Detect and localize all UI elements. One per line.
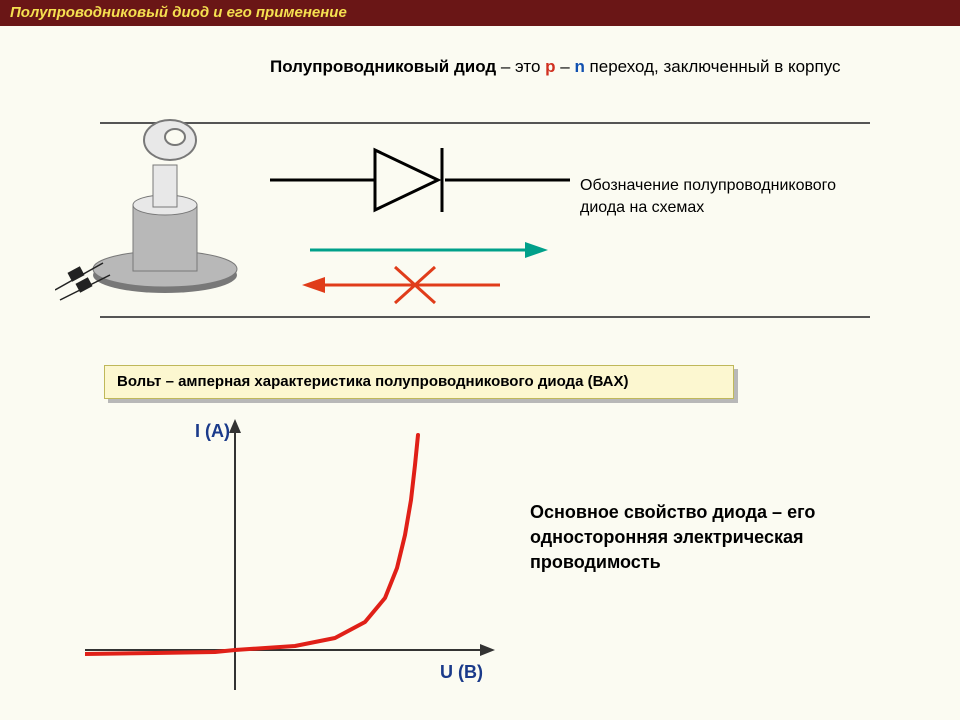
- svg-text:U (B): U (B): [440, 662, 483, 682]
- divider-bottom: [100, 316, 870, 318]
- symbol-caption: Обозначение полупроводникового диода на …: [580, 175, 860, 218]
- vac-label: Вольт – амперная характеристика полупров…: [117, 373, 629, 390]
- n-letter: n: [574, 57, 584, 76]
- definition-term: Полупроводниковый диод: [270, 57, 496, 76]
- iv-chart: I (A) U (B): [85, 415, 505, 700]
- vac-label-box: Вольт – амперная характеристика полупров…: [104, 365, 734, 399]
- p-letter: p: [545, 57, 555, 76]
- property-text: Основное свойство диода – его односторон…: [530, 500, 890, 576]
- page-header: Полупроводниковый диод и его применение: [0, 0, 960, 26]
- svg-text:I (A): I (A): [195, 421, 230, 441]
- header-title: Полупроводниковый диод и его применение: [10, 4, 347, 21]
- definition-text: Полупроводниковый диод – это p – n перех…: [270, 56, 870, 79]
- diode-symbol: [270, 140, 570, 310]
- diode-photo: [55, 95, 250, 305]
